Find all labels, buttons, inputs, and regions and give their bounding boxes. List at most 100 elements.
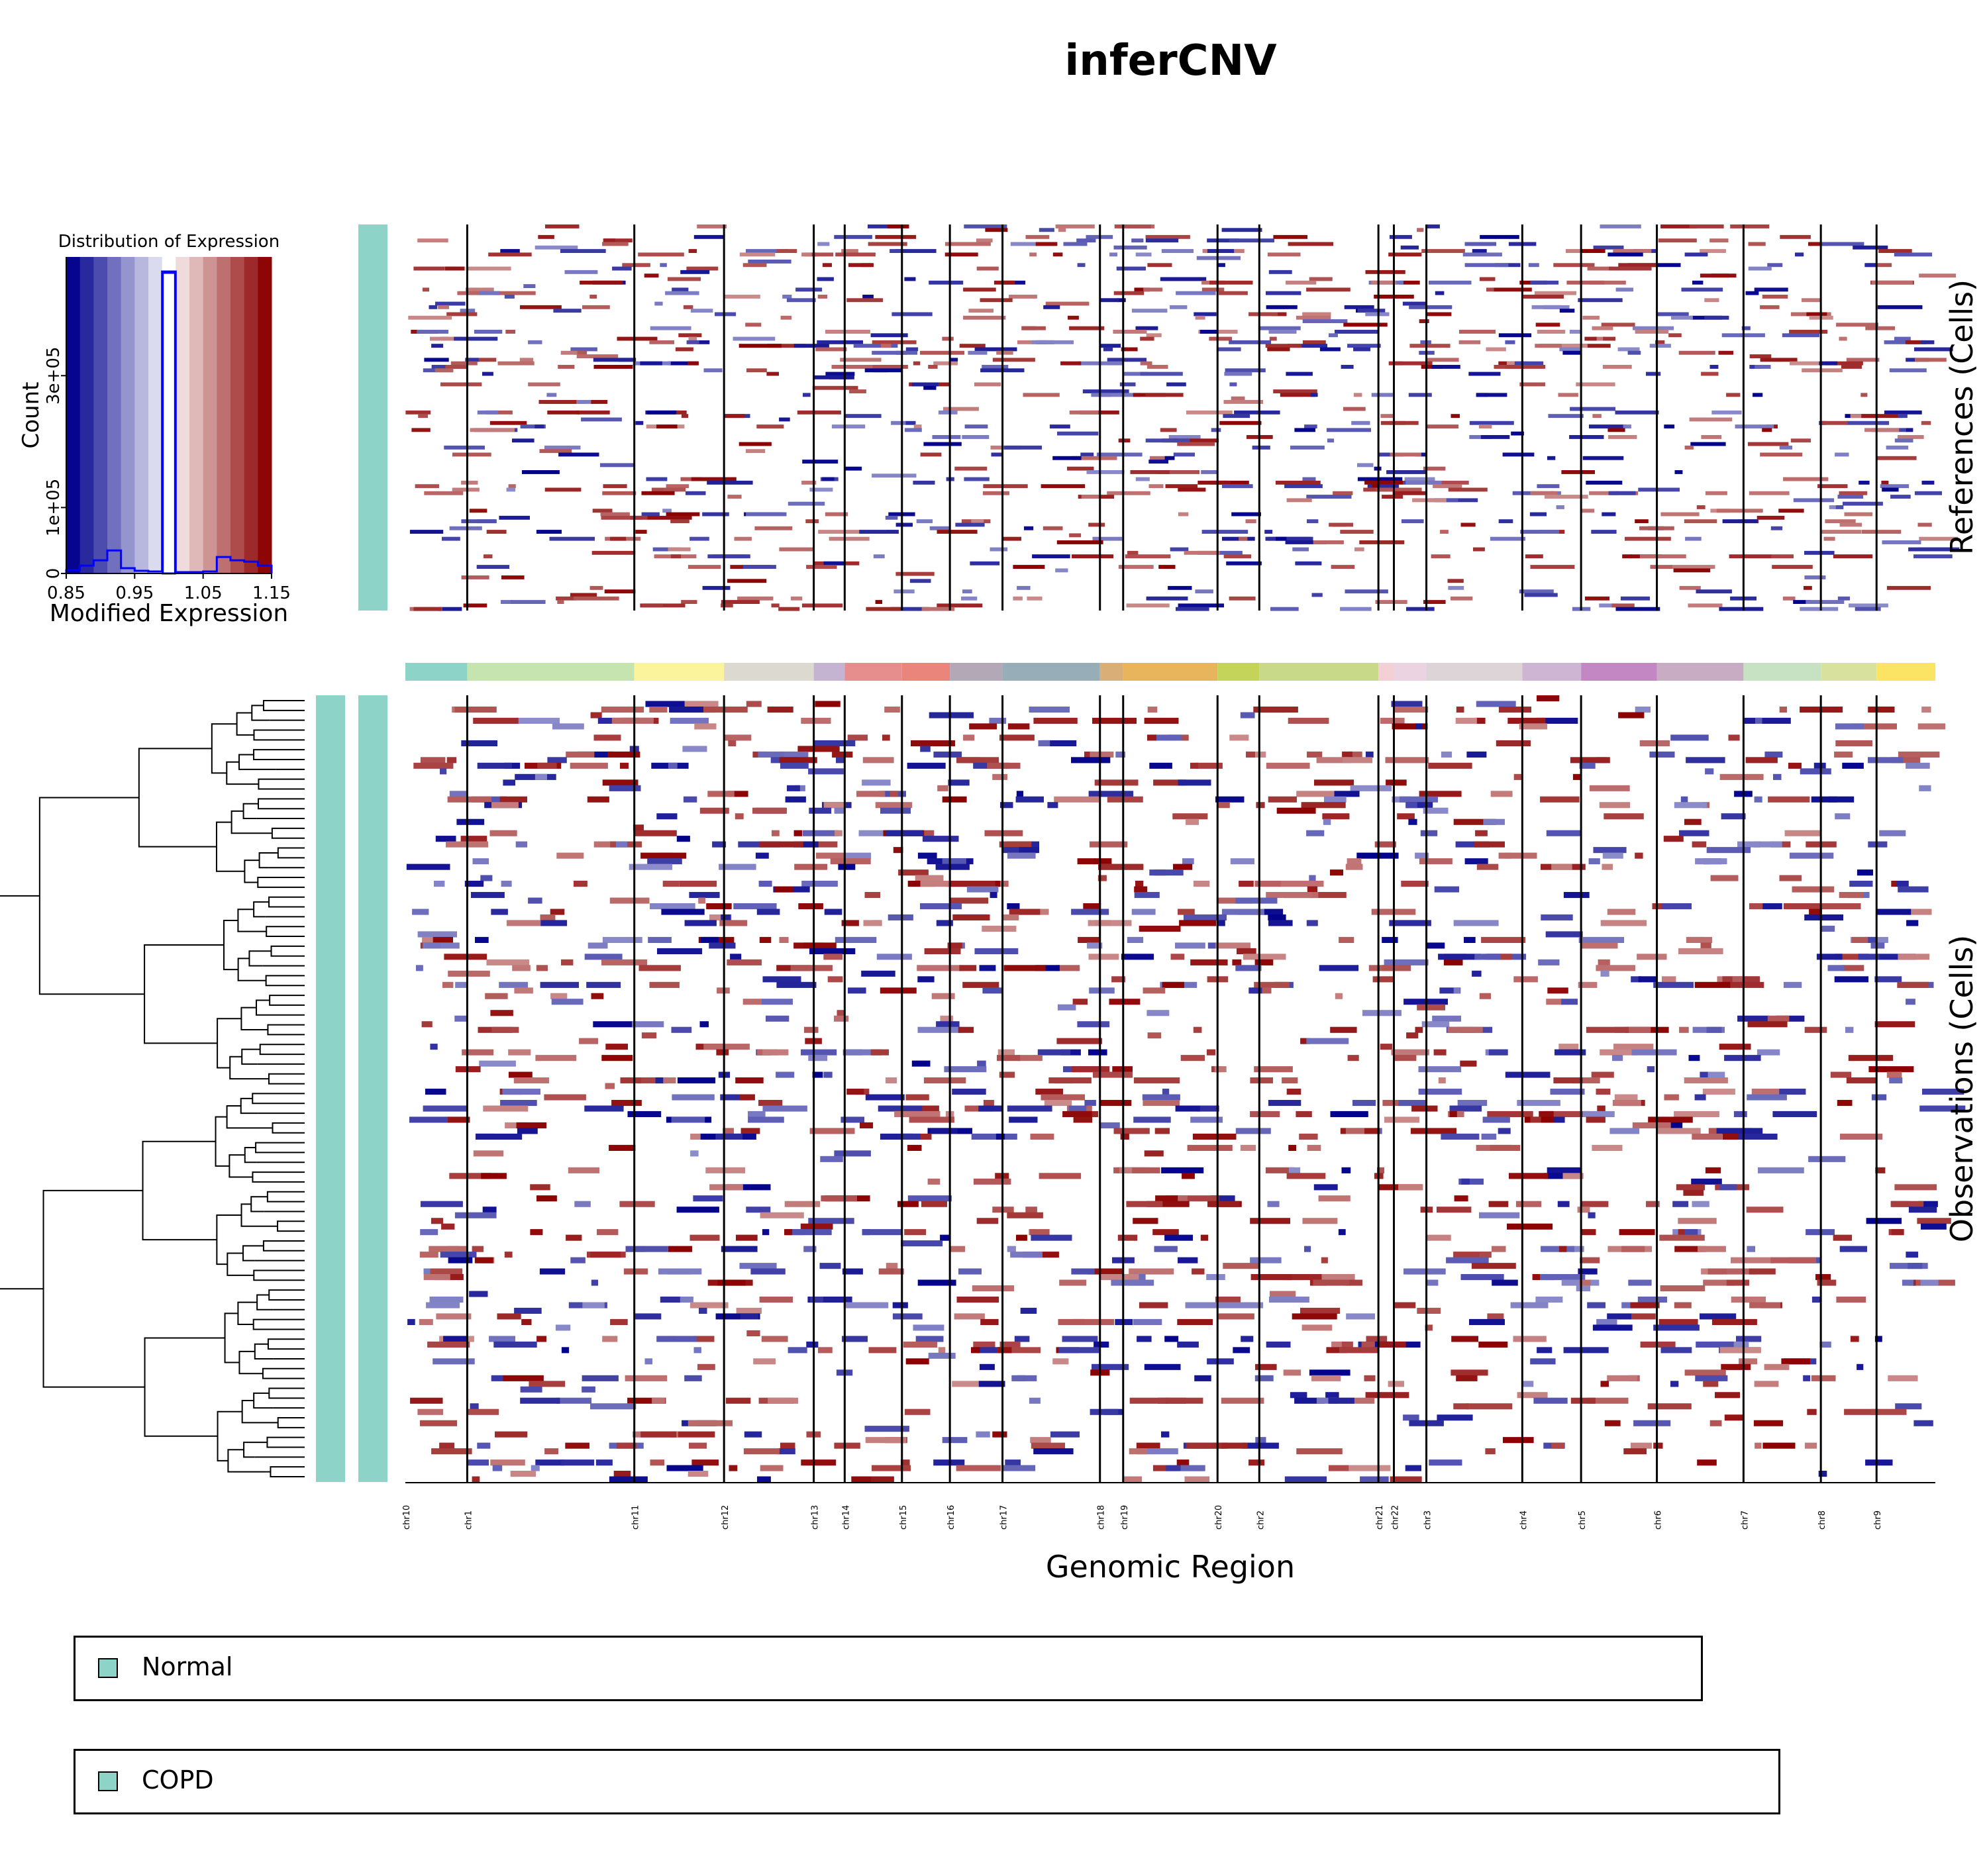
heatmap-cell (1737, 1015, 1770, 1022)
heatmap-cell (997, 1347, 1012, 1354)
heatmap-cell (1324, 796, 1347, 803)
heatmap-cell (473, 717, 519, 724)
dendrogram-branch (277, 1416, 305, 1428)
heatmap-cell (1755, 1442, 1762, 1449)
heatmap-cell (552, 723, 584, 730)
heatmap-cell (905, 1094, 929, 1101)
heatmap-cell (469, 509, 487, 513)
heatmap-cell (1226, 561, 1262, 566)
heatmap-cell (1145, 234, 1190, 239)
heatmap-cell (1448, 487, 1488, 492)
heatmap-cell (1839, 491, 1868, 495)
heatmap-cell (1256, 802, 1265, 809)
heatmap-cell (1724, 1055, 1761, 1061)
heatmap-cell (1323, 818, 1331, 825)
heatmap-cell (1333, 491, 1353, 495)
heatmap-cell (813, 375, 854, 379)
heatmap-cell (405, 410, 431, 415)
heatmap-cell (1398, 1184, 1423, 1191)
heatmap-cell (1039, 1173, 1082, 1179)
heatmap-cell (746, 249, 789, 253)
heatmap-cell (1844, 1408, 1880, 1415)
heatmap-cell (1269, 336, 1277, 341)
heatmap-cell (915, 1336, 944, 1342)
heatmap-cell (1388, 361, 1433, 366)
heatmap-cell (574, 1201, 591, 1207)
heatmap-cell (1168, 435, 1201, 439)
heatmap-cell (1703, 1279, 1735, 1286)
heatmap-cell (1662, 976, 1676, 983)
chromosome-color-chr11 (634, 663, 725, 681)
heatmap-cell (1637, 954, 1667, 960)
heatmap-cell (600, 512, 630, 517)
heatmap-cell (936, 920, 953, 926)
heatmap-cell (1361, 1341, 1376, 1348)
heatmap-cell (489, 1336, 515, 1342)
heatmap-cell (1254, 881, 1281, 887)
heatmap-cell (944, 252, 978, 257)
heatmap-cell (444, 445, 485, 450)
heatmap-cell (962, 589, 972, 594)
heatmap-cell (570, 347, 597, 352)
heatmap-cell (973, 1341, 995, 1348)
heatmap-cell (1660, 224, 1697, 228)
heatmap-cell (1779, 445, 1793, 450)
heatmap-cell (1313, 1279, 1350, 1286)
heatmap-cell (1364, 480, 1403, 485)
heatmap-cell (1037, 1049, 1071, 1056)
heatmap-cell (1849, 881, 1873, 887)
heatmap-cell (974, 382, 1001, 387)
heatmap-cell (1431, 554, 1451, 559)
heatmap-cell (913, 1324, 944, 1331)
heatmap-cell (1635, 519, 1649, 524)
dendrogram-branch (267, 1338, 305, 1350)
heatmap-cell (863, 920, 882, 926)
heatmap-cell (1292, 1313, 1337, 1320)
dendrogram-branch (277, 1220, 305, 1232)
dendrogram-branch (257, 877, 305, 888)
heatmap-cell (1345, 589, 1388, 594)
heatmap-cell (1146, 1201, 1190, 1207)
heatmap-cell (1242, 1442, 1279, 1449)
heatmap-cell (570, 1257, 586, 1263)
heatmap-cell (1809, 909, 1822, 915)
heatmap-cell (454, 707, 497, 713)
heatmap-cell (875, 234, 917, 239)
heatmap-cell (1530, 1116, 1541, 1123)
heatmap-cell (1686, 936, 1712, 943)
heatmap-cell (666, 484, 689, 489)
heatmap-cell (777, 1448, 795, 1455)
heatmap-cell (978, 1105, 1003, 1112)
heatmap-cell (1800, 768, 1831, 775)
heatmap-cell (654, 301, 663, 306)
heatmap-cell (1876, 456, 1917, 460)
heatmap-cell (1386, 779, 1407, 786)
chromosome-color-chr15 (901, 663, 950, 681)
heatmap-cell (1538, 959, 1560, 965)
heatmap-cell (1113, 291, 1145, 295)
heatmap-cell (930, 1128, 958, 1134)
heatmap-cell (1222, 484, 1253, 489)
heatmap-cell (691, 477, 737, 481)
heatmap-cell (1140, 371, 1183, 376)
heatmap-cell (1052, 252, 1063, 257)
heatmap-cell (994, 280, 1015, 285)
heatmap-cell (1476, 717, 1486, 724)
heatmap-cell (1849, 603, 1888, 608)
heatmap-cell (909, 1116, 954, 1123)
histogram-x-tick-label: 0.85 (47, 583, 85, 603)
heatmap-cell (1676, 1184, 1706, 1191)
heatmap-cell (556, 596, 576, 601)
heatmap-cell (838, 864, 856, 870)
heatmap-cell (1827, 965, 1845, 971)
heatmap-cell (1339, 1347, 1380, 1354)
color-key-band (258, 257, 272, 573)
heatmap-cell (1804, 1026, 1827, 1033)
heatmap-cell (1418, 1066, 1462, 1073)
heatmap-cell (593, 365, 633, 369)
heatmap-cell (1747, 442, 1789, 446)
heatmap-cell (1058, 228, 1066, 232)
heatmap-cell (1209, 336, 1233, 341)
heatmap-cell (1409, 344, 1451, 348)
heatmap-cell (917, 976, 935, 983)
